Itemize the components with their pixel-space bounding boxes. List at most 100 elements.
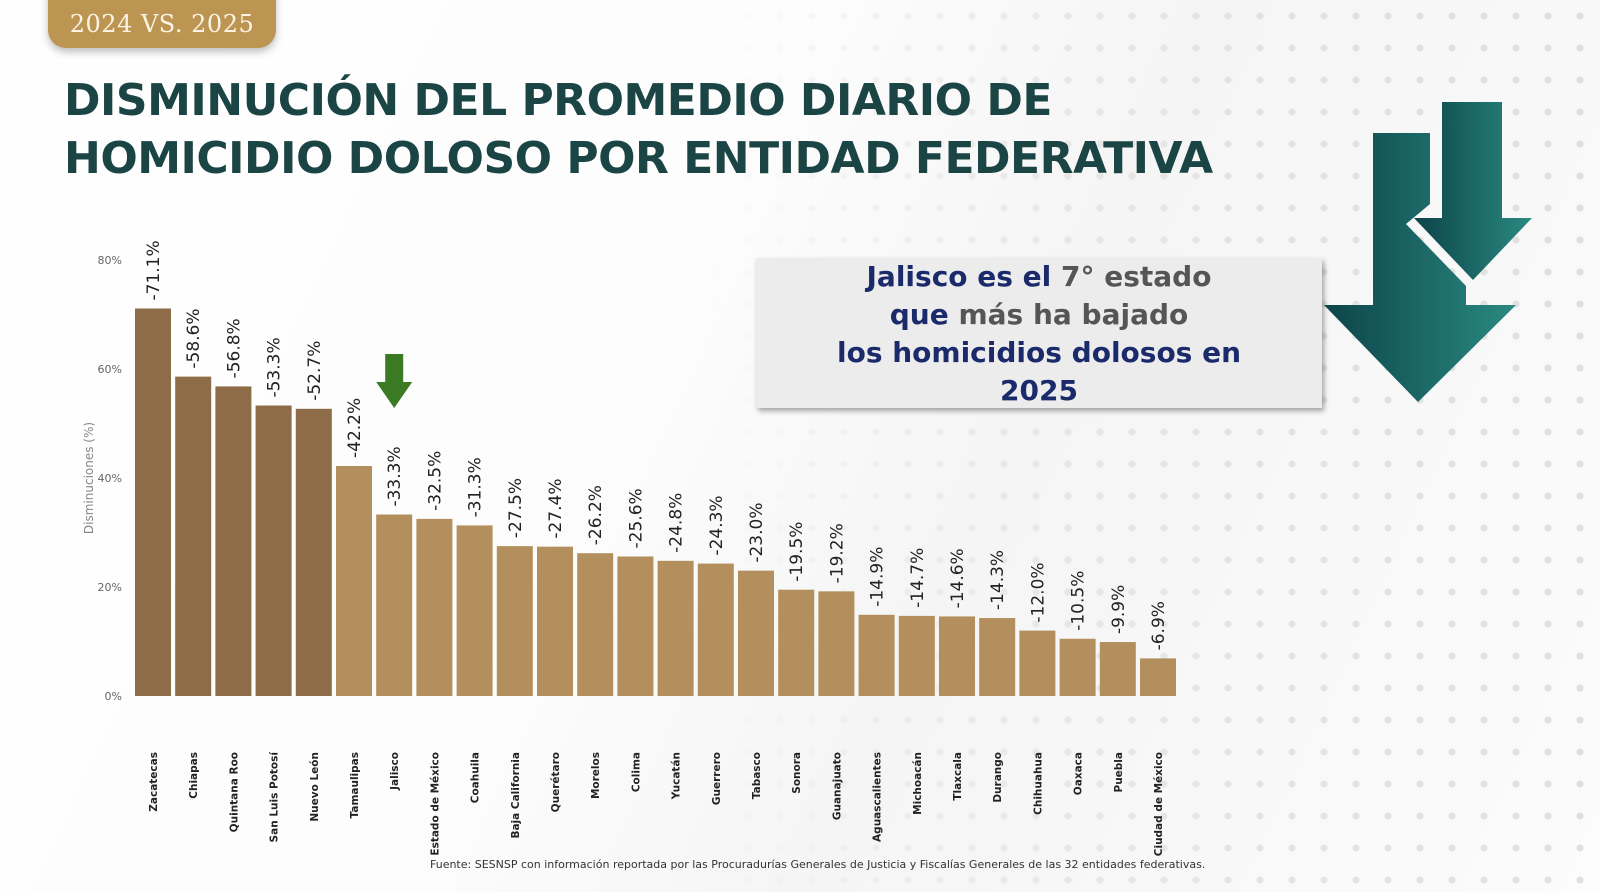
x-tick-label: Aguascalientes bbox=[872, 752, 884, 842]
period-tag: 2024 VS. 2025 bbox=[48, 0, 276, 48]
x-tick-label: Baja California bbox=[510, 752, 522, 839]
bar-jalisco bbox=[376, 514, 413, 696]
title-line-2: HOMICIDIO DOLOSO POR ENTIDAD FEDERATIVA bbox=[64, 133, 1213, 184]
data-label: -58.6% bbox=[184, 308, 204, 368]
y-tick-label: 80% bbox=[98, 254, 122, 267]
bar-tabasco bbox=[738, 570, 774, 696]
bars bbox=[135, 308, 1176, 696]
x-tick-label: Chihuahua bbox=[1032, 752, 1044, 815]
bar-tamaulipas bbox=[336, 466, 372, 696]
x-tick-label: Yucatán bbox=[671, 752, 683, 800]
data-label: -33.3% bbox=[385, 446, 405, 506]
callout-line-3: los homicidios dolosos en bbox=[836, 336, 1242, 369]
y-tick-label: 20% bbox=[98, 581, 122, 594]
callout-line-4: 2025 bbox=[1000, 374, 1078, 407]
arrow-down-icon bbox=[376, 354, 413, 408]
x-tick-label: Tlaxcala bbox=[952, 752, 964, 801]
bar-morelos bbox=[577, 553, 614, 696]
x-tick-label: Tamaulipas bbox=[349, 752, 361, 818]
x-tick-label: Chiapas bbox=[188, 752, 200, 799]
x-tick-label: Querétaro bbox=[550, 752, 562, 812]
x-tick-label: San Luis Potosí bbox=[269, 751, 281, 843]
x-tick-label: Tabasco bbox=[751, 752, 763, 799]
data-label: -14.9% bbox=[868, 547, 888, 607]
data-label: -27.4% bbox=[546, 479, 566, 539]
data-label: -31.3% bbox=[466, 457, 486, 517]
data-label: -19.2% bbox=[827, 523, 847, 583]
data-label: -71.1% bbox=[144, 240, 164, 300]
bar-quintana-roo bbox=[215, 386, 252, 696]
callout-line-2: que más ha bajado bbox=[756, 296, 1322, 334]
callout-emphasis: más ha bajado bbox=[958, 298, 1189, 331]
double-arrow-down-icon bbox=[1324, 102, 1532, 402]
data-label: -9.9% bbox=[1109, 585, 1129, 634]
data-label: -56.8% bbox=[224, 318, 244, 378]
x-tick-label: Puebla bbox=[1113, 752, 1125, 793]
bar-nuevo-le-n bbox=[295, 408, 332, 696]
x-tick-label: Coahuila bbox=[470, 752, 482, 803]
bar-san-luis-potos- bbox=[255, 405, 292, 696]
x-tick-label: Estado de México bbox=[429, 752, 441, 856]
data-label: -14.7% bbox=[908, 548, 928, 608]
data-label: -10.5% bbox=[1069, 571, 1089, 631]
data-label: -27.5% bbox=[506, 478, 526, 538]
y-tick-label: 60% bbox=[98, 363, 122, 376]
bar-chart: 0%20%40%60%80% Disminuciones (%) -71.1%-… bbox=[82, 240, 1176, 856]
data-label: -23.0% bbox=[747, 503, 767, 563]
bar-guerrero bbox=[697, 563, 734, 696]
data-label: -24.8% bbox=[667, 493, 687, 553]
x-tick-label: Sonora bbox=[791, 752, 803, 794]
bar-oaxaca bbox=[1059, 638, 1096, 696]
bar-chihuahua bbox=[1019, 630, 1056, 696]
callout-line-1: Jalisco es el 7° estado bbox=[756, 258, 1322, 296]
x-tick-label: Michoacán bbox=[912, 752, 924, 815]
bar-colima bbox=[617, 556, 654, 696]
data-label: -6.9% bbox=[1149, 601, 1169, 650]
bar-tlaxcala bbox=[939, 616, 975, 696]
x-tick-label: Ciudad de México bbox=[1153, 752, 1165, 856]
bar-puebla bbox=[1099, 642, 1136, 696]
data-labels: -71.1% -58.6% -56.8% -53.3% -52.7% -42.2% -33.… bbox=[144, 240, 1169, 650]
bar-michoac-n bbox=[898, 615, 935, 696]
bar-yucat-n bbox=[657, 560, 694, 696]
bar-estado-de-m-xico bbox=[416, 518, 453, 696]
data-label: -32.5% bbox=[425, 451, 445, 511]
x-tick-label: Colima bbox=[630, 752, 642, 792]
data-label: -26.2% bbox=[586, 485, 606, 545]
x-tick-label: Oaxaca bbox=[1073, 752, 1085, 795]
x-tick-label: Morelos bbox=[590, 752, 602, 799]
data-label: -14.6% bbox=[948, 548, 968, 608]
x-tick-label: Guanajuato bbox=[831, 752, 843, 820]
data-label: -19.5% bbox=[787, 522, 807, 582]
bar-chiapas bbox=[175, 376, 212, 696]
callout-text: Jalisco es el bbox=[866, 260, 1062, 293]
y-axis: 0% 20% 40% 60% 80% bbox=[98, 254, 122, 703]
callout-box: Jalisco es el 7° estado que más ha bajad… bbox=[756, 258, 1322, 408]
page-title: DISMINUCIÓN DEL PROMEDIO DIARIO DE HOMIC… bbox=[64, 72, 1213, 188]
bar-aguascalientes bbox=[858, 614, 895, 696]
x-tick-label: Guerrero bbox=[711, 752, 723, 805]
x-tick-label: Durango bbox=[992, 752, 1004, 803]
bar-sonora bbox=[778, 589, 815, 696]
data-label: -52.7% bbox=[305, 341, 325, 401]
highlight-marker bbox=[376, 354, 413, 408]
period-tag-label: 2024 VS. 2025 bbox=[69, 10, 255, 38]
source-note: Fuente: SESNSP con información reportada… bbox=[430, 858, 1206, 871]
bar-ciudad-de-m-xico bbox=[1140, 658, 1176, 696]
data-label: -14.3% bbox=[988, 550, 1008, 610]
x-tick-label: Quintana Roo bbox=[228, 752, 240, 832]
y-tick-label: 0% bbox=[105, 690, 122, 703]
x-tick-label: Nuevo León bbox=[309, 752, 321, 822]
y-axis-label: Disminuciones (%) bbox=[82, 422, 96, 534]
data-label: -53.3% bbox=[265, 337, 285, 397]
bar-baja-california bbox=[496, 546, 533, 696]
x-tick-label: Zacatecas bbox=[148, 752, 160, 812]
title-line-1: DISMINUCIÓN DEL PROMEDIO DIARIO DE bbox=[64, 75, 1052, 126]
bar-coahuila bbox=[456, 525, 493, 696]
data-label: -25.6% bbox=[626, 488, 646, 548]
callout-emphasis: 7° estado bbox=[1061, 260, 1212, 293]
bar-quer-taro bbox=[537, 546, 573, 696]
callout-text: que bbox=[889, 298, 959, 331]
data-label: -24.3% bbox=[707, 495, 727, 555]
bar-durango bbox=[979, 618, 1016, 696]
